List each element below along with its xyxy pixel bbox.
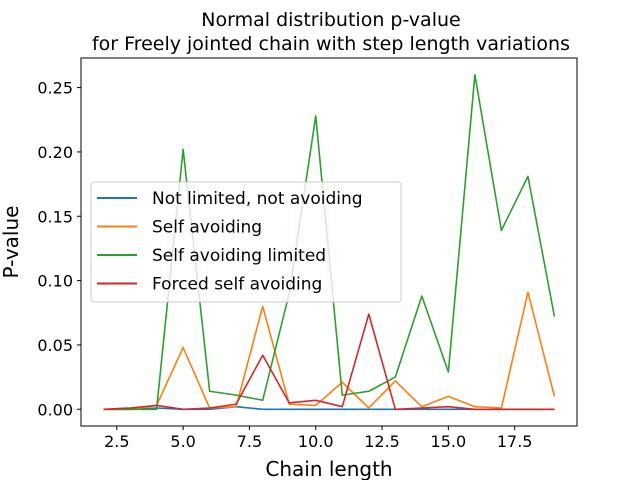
legend: Not limited, not avoiding Self avoiding Se…: [90, 181, 402, 303]
y-axis-ticks: 0.00 0.05 0.10 0.15 0.20 0.25: [37, 79, 81, 419]
chart-title-line-1: Normal distribution p-value: [201, 9, 460, 31]
legend-label-0: Not limited, not avoiding: [152, 189, 363, 209]
series-line-3: [103, 313, 555, 411]
y-tick-label: 0.20: [37, 143, 73, 162]
y-tick-label: 0.15: [37, 207, 73, 226]
plot-frame: [80, 57, 578, 427]
legend-label-1: Self avoiding: [152, 218, 262, 238]
y-axis-label: P-value: [0, 206, 23, 279]
y-tick-label: 0.10: [37, 272, 73, 291]
x-tick-label: 10.0: [298, 432, 334, 451]
legend-label-2: Self avoiding limited: [152, 246, 326, 266]
x-axis-label: Chain length: [265, 457, 392, 480]
x-tick-label: 12.5: [364, 432, 400, 451]
legend-frame: [90, 181, 402, 303]
y-tick-label: 0.00: [37, 400, 73, 419]
y-tick-label: 0.05: [37, 336, 73, 355]
legend-label-3: Forced self avoiding: [152, 275, 322, 295]
y-tick-label: 0.25: [37, 79, 73, 98]
chart-title-line-2: for Freely jointed chain with step lengt…: [92, 33, 570, 55]
x-tick-label: 2.5: [104, 432, 129, 451]
x-tick-label: 7.5: [237, 432, 262, 451]
series-line-1: [103, 291, 556, 411]
x-tick-label: 5.0: [170, 432, 195, 451]
x-tick-label: 17.5: [497, 432, 533, 451]
x-axis-ticks: 2.5 5.0 7.5 10.0 12.5 15.0 17.5: [104, 426, 532, 451]
x-tick-label: 15.0: [431, 432, 467, 451]
